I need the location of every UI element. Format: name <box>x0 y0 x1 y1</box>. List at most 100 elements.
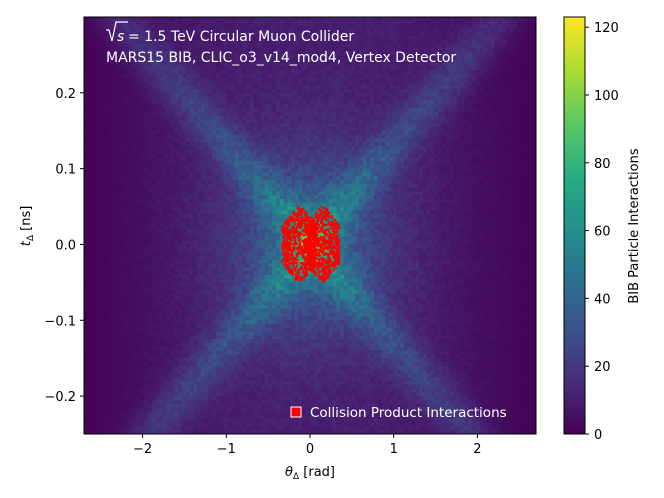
heatmap-cell <box>212 47 217 52</box>
heatmap-cell <box>136 115 142 120</box>
heatmap-cell <box>125 331 130 337</box>
heatmap-cell <box>227 430 232 434</box>
heatmap-cell <box>121 308 127 314</box>
heatmap-cell <box>249 399 255 405</box>
heatmap-cell <box>242 54 247 60</box>
heatmap-cell <box>189 107 194 113</box>
heatmap-cell <box>238 384 243 390</box>
heatmap-cell <box>197 183 202 189</box>
heatmap-cell <box>223 365 228 371</box>
heatmap-cell <box>102 104 108 109</box>
heatmap-cell <box>245 297 251 302</box>
heatmap-cell <box>242 221 247 227</box>
heatmap-cell <box>227 195 232 200</box>
heatmap-cell <box>189 399 194 405</box>
heatmap-cell <box>245 183 251 189</box>
heatmap-cell <box>114 62 119 67</box>
heatmap-cell <box>212 145 217 151</box>
heatmap-cell <box>208 327 213 333</box>
heatmap-cell <box>136 380 142 386</box>
heatmap-cell <box>129 126 134 132</box>
heatmap-cell <box>170 308 175 314</box>
heatmap-cell <box>230 282 236 287</box>
heatmap-cell <box>87 217 93 223</box>
heatmap-cell <box>189 130 194 136</box>
heatmap-cell <box>84 422 89 428</box>
heatmap-cell <box>245 327 251 333</box>
heatmap-cell <box>242 252 247 257</box>
heatmap-cell <box>117 206 123 211</box>
heatmap-cell <box>215 89 221 94</box>
heatmap-cell <box>242 255 247 261</box>
heatmap-cell <box>208 422 213 428</box>
heatmap-cell <box>163 380 168 386</box>
heatmap-cell <box>159 373 164 378</box>
heatmap-cell <box>204 361 209 367</box>
heatmap-cell <box>106 365 111 371</box>
heatmap-cell <box>185 73 191 79</box>
heatmap-cell <box>87 176 93 181</box>
heatmap-cell <box>166 54 172 60</box>
heatmap-cell <box>106 396 111 401</box>
heatmap-cell <box>84 157 89 162</box>
heatmap-cell <box>234 422 240 428</box>
heatmap-cell <box>110 191 115 196</box>
heatmap-cell <box>234 172 240 177</box>
heatmap-cell <box>110 396 115 401</box>
heatmap-cell <box>144 346 149 352</box>
heatmap-cell <box>189 187 194 192</box>
heatmap-cell <box>140 187 145 192</box>
heatmap-cell <box>234 107 240 113</box>
heatmap-cell <box>136 92 142 98</box>
heatmap-cell <box>136 39 142 45</box>
heatmap-cell <box>230 244 236 249</box>
heatmap-cell <box>151 119 157 124</box>
heatmap-cell <box>129 32 134 37</box>
heatmap-cell <box>99 327 104 333</box>
heatmap-cell <box>178 123 183 128</box>
heatmap-cell <box>181 28 187 33</box>
heatmap-cell <box>155 164 160 170</box>
heatmap-cell <box>227 43 232 48</box>
heatmap-cell <box>91 202 96 208</box>
heatmap-cell <box>200 214 206 219</box>
heatmap-cell <box>155 180 160 185</box>
heatmap-cell <box>166 399 172 405</box>
heatmap-cell <box>223 339 228 344</box>
heatmap-cell <box>249 346 255 352</box>
heatmap-cell <box>249 180 255 185</box>
heatmap-cell <box>204 244 209 249</box>
heatmap-cell <box>148 39 153 45</box>
heatmap-cell <box>125 274 130 280</box>
heatmap-cell <box>249 149 255 155</box>
heatmap-cell <box>234 297 240 302</box>
heatmap-cell <box>193 104 198 109</box>
heatmap-cell <box>204 111 209 117</box>
heatmap-cell <box>117 142 123 147</box>
heatmap-cell <box>245 157 251 162</box>
heatmap-cell <box>208 255 213 261</box>
heatmap-cell <box>87 187 93 192</box>
heatmap-cell <box>219 335 224 340</box>
heatmap-cell <box>223 180 228 185</box>
heatmap-cell <box>208 157 213 162</box>
heatmap-cell <box>219 161 224 166</box>
heatmap-cell <box>102 123 108 128</box>
heatmap-cell <box>197 54 202 60</box>
heatmap-cell <box>106 202 111 208</box>
heatmap-cell <box>132 28 138 33</box>
heatmap-cell <box>132 233 138 238</box>
heatmap-cell <box>102 225 108 230</box>
heatmap-cell <box>197 24 202 29</box>
heatmap-cell <box>215 418 221 424</box>
heatmap-cell <box>148 380 153 386</box>
heatmap-cell <box>155 142 160 147</box>
heatmap-cell <box>181 286 187 291</box>
heatmap-cell <box>106 77 111 83</box>
heatmap-cell <box>95 354 100 359</box>
heatmap-cell <box>193 149 198 155</box>
heatmap-cell <box>148 77 153 83</box>
heatmap-cell <box>204 320 209 325</box>
heatmap-cell <box>117 248 123 253</box>
heatmap-cell <box>200 85 206 90</box>
